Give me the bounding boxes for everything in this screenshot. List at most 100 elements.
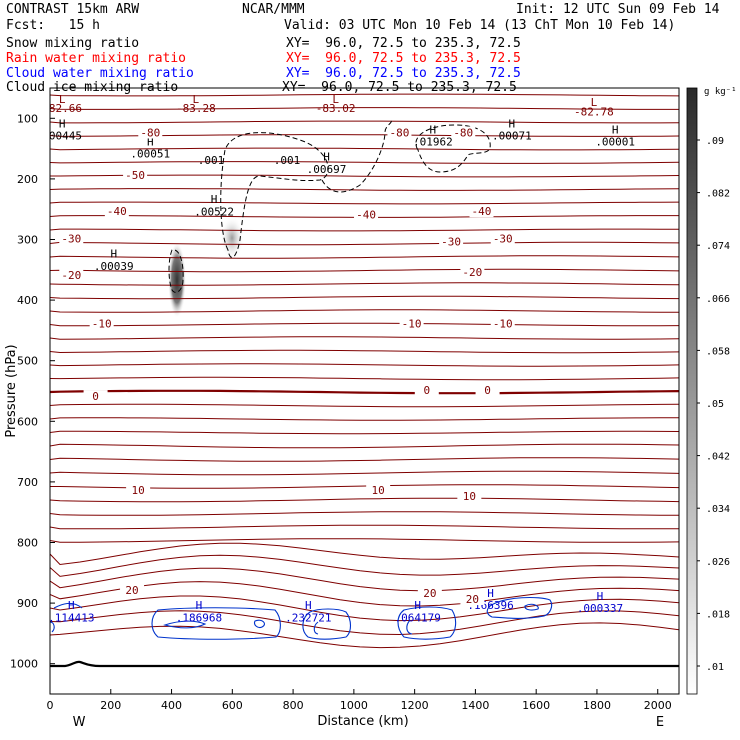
contour-label-background: [59, 232, 84, 245]
extremum-label: .00039: [94, 260, 134, 273]
contour-label-background: [451, 126, 476, 139]
temperature-isoline: [50, 542, 679, 566]
contour-label-background: [366, 483, 391, 496]
contour-label-background: [399, 317, 424, 330]
temperature-contour-label: -20: [462, 266, 482, 279]
extremum-label: -83.28: [176, 102, 216, 115]
contour-label-background: [417, 587, 442, 600]
temperature-isoline: [50, 538, 679, 543]
temperature-isoline: [50, 322, 679, 327]
extremum-label: H: [211, 193, 218, 206]
extremum-label: -83.02: [316, 102, 356, 115]
temperature-isoline: [50, 255, 679, 259]
colorbar-tick-label: .042: [706, 452, 730, 463]
x-tick-label: 0: [47, 699, 54, 712]
temperature-contour-label: -30: [441, 236, 461, 249]
temperature-isoline: [50, 430, 679, 435]
x-tick-label: 1400: [461, 699, 489, 712]
contour-label-background: [104, 205, 129, 218]
field-snow-xy: XY= 96.0, 72.5 to 235.3, 72.5: [286, 36, 521, 51]
temperature-contour-label: 20: [466, 593, 479, 606]
extremum-label: H: [323, 151, 330, 164]
temperature-isoline: [50, 389, 679, 395]
y-tick-label: 100: [17, 112, 38, 125]
temperature-isoline: [50, 188, 679, 191]
temperature-isoline: [50, 443, 679, 449]
extremum-label: .000337: [577, 602, 623, 615]
temperature-isoline: [50, 595, 679, 622]
temperature-isoline: [50, 336, 679, 340]
extremum-label: H: [597, 590, 604, 603]
contour-label-background: [59, 268, 84, 281]
temperature-contour-label: 10: [463, 490, 476, 503]
colorbar-tick-label: .05: [706, 399, 724, 410]
contour-label-background: [123, 168, 148, 181]
contour-label-background: [126, 483, 151, 496]
y-tick-label: 200: [17, 173, 38, 186]
cloud-ice-contours: [168, 119, 491, 293]
field-rain-name: Rain water mixing ratio: [6, 51, 187, 66]
temperature-isoline: [50, 120, 679, 124]
y-tick-label: 800: [17, 537, 38, 550]
colorbar-tick-label: .026: [706, 557, 730, 568]
extremum-label: L: [591, 96, 598, 109]
contour-label-background: [138, 126, 163, 139]
colorbar-tick-label: .058: [706, 346, 730, 357]
extremum-label: .114413: [48, 611, 94, 624]
field-snow-name: Snow mixing ratio: [6, 36, 140, 51]
y-tick-label: 400: [17, 294, 38, 307]
temperature-isoline: [50, 470, 679, 476]
contour-label-background: [460, 265, 485, 278]
contour-label-background: [490, 317, 515, 330]
contour-label-background: [387, 126, 412, 139]
temperature-contour-label: 10: [372, 484, 385, 497]
extremum-label: H: [196, 599, 203, 612]
temperature-isoline: [50, 161, 679, 164]
temperature-isoline: [50, 107, 679, 110]
y-tick-label: 300: [17, 234, 38, 247]
field-cloudwater-name: Cloud water mixing ratio: [6, 66, 194, 81]
extremum-label: H: [305, 599, 312, 612]
temperature-isoline: [50, 282, 679, 286]
contour-label-background: [414, 384, 439, 396]
temperature-isoline: [50, 554, 679, 577]
temperature-isoline: [50, 147, 679, 151]
temperature-contour-label: -30: [493, 233, 513, 246]
temperature-contour-label: -30: [61, 233, 81, 246]
extremum-label: H: [414, 599, 421, 612]
institution-label: NCAR/MMM: [242, 2, 305, 17]
surface-terrain-line: [50, 660, 679, 668]
temperature-contour-label: -80: [140, 126, 160, 139]
valid-time: Valid: 03 UTC Mon 10 Feb 14 (13 ChT Mon …: [284, 18, 676, 33]
extremum-label: .064179: [394, 611, 440, 624]
contour-label-background: [460, 593, 485, 606]
temperature-contour-label: -50: [125, 169, 145, 182]
extremum-label: L: [332, 93, 339, 106]
contour-label-background: [457, 490, 482, 503]
extremum-label: -82.78: [574, 105, 614, 118]
extremum-label: H: [110, 248, 117, 261]
extremum-label: .186968: [176, 611, 222, 624]
x-tick-label: 200: [100, 699, 121, 712]
temperature-isoline: [50, 403, 679, 408]
extremum-label: L: [193, 93, 200, 106]
model-title: CONTRAST 15km ARW: [6, 2, 140, 17]
temperature-isoline: [50, 376, 679, 381]
colorbar-tick-label: .074: [706, 241, 730, 252]
colorbar-tick-label: .01: [706, 662, 724, 673]
temperature-isoline: [50, 295, 679, 300]
temperature-isoline: [50, 457, 679, 462]
x-axis-west-label: W: [73, 715, 86, 730]
colorbar-tick-label: .09: [706, 136, 724, 147]
cloud-water-contours: [50, 596, 553, 640]
y-tick-label: 600: [17, 415, 38, 428]
extremum-label: H: [509, 117, 516, 130]
x-tick-label: 600: [222, 699, 243, 712]
contour-label-background: [439, 235, 464, 248]
temperature-isoline: [50, 511, 679, 516]
colorbar: [686, 87, 698, 695]
extremum-label: .232721: [285, 611, 331, 624]
colorbar-tick-label: .082: [706, 189, 730, 200]
y-tick-label: 900: [17, 597, 38, 610]
temperature-isoline: [50, 363, 679, 367]
